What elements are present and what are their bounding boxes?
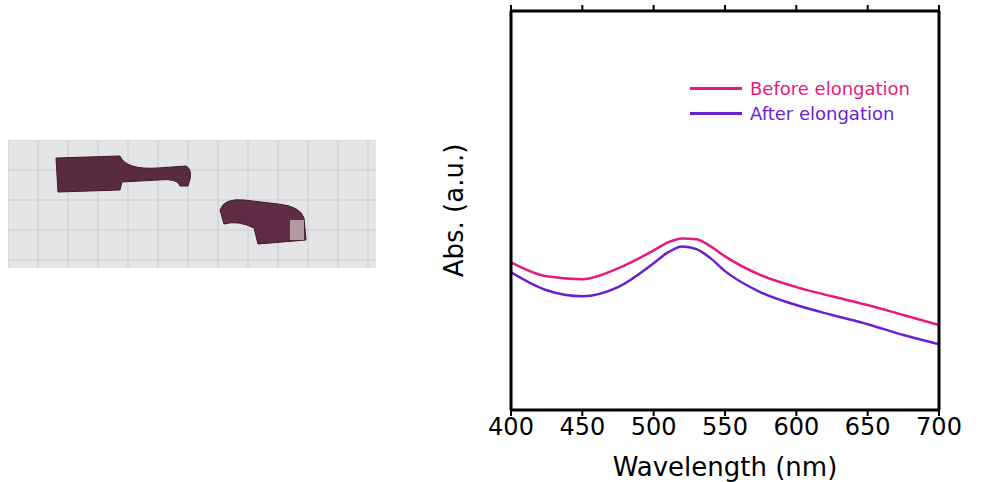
- svg-text:500: 500: [631, 413, 677, 441]
- svg-text:450: 450: [559, 413, 605, 441]
- svg-text:550: 550: [702, 413, 748, 441]
- svg-text:Wavelength (nm): Wavelength (nm): [613, 452, 838, 482]
- svg-text:Abs. (a.u.): Abs. (a.u.): [439, 144, 469, 278]
- html-text:After elongation: After elongation: [750, 103, 895, 124]
- svg-text:400: 400: [488, 413, 534, 441]
- svg-text:600: 600: [773, 413, 819, 441]
- html-text:Before elongation: Before elongation: [750, 78, 910, 99]
- svg-text:650: 650: [845, 413, 891, 441]
- svg-text:700: 700: [916, 413, 962, 441]
